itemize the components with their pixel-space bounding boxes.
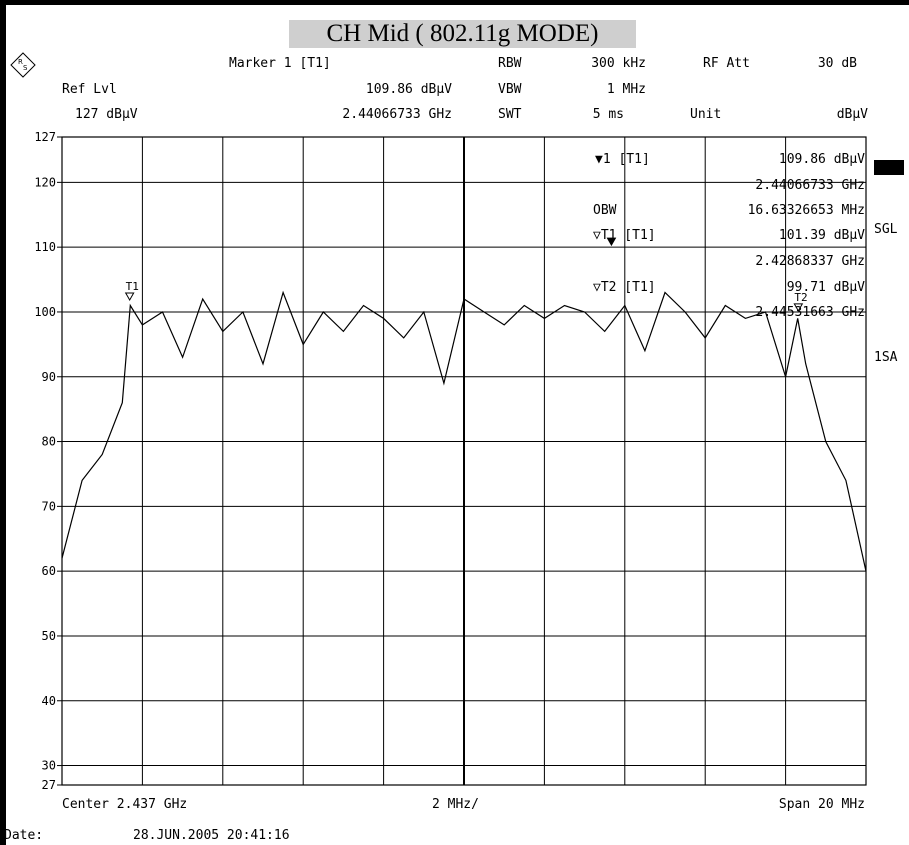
y-tick-label: 100 (34, 305, 56, 319)
m1-readout-level: 109.86 dBµV (778, 152, 865, 167)
t2-readout-freq: 2.44531663 GHz (755, 305, 865, 320)
obw-label: OBW (593, 203, 617, 218)
t1-readout-label: ▽T1 [T1] (593, 228, 656, 243)
ref-lvl-value: 127 dBµV (75, 107, 138, 122)
svg-text:S: S (23, 64, 28, 72)
y-tick-label: 80 (42, 435, 56, 449)
grid (57, 136, 867, 786)
y-tick-label: 50 (42, 629, 56, 643)
left-border (0, 0, 6, 845)
marker-freq: 2.44066733 GHz (342, 107, 452, 122)
ref-lvl-label: Ref Lvl (62, 82, 117, 97)
y-tick-label: 127 (34, 130, 56, 144)
m1-readout-label: ▼1 [T1] (595, 152, 650, 167)
swt-label: SWT (498, 107, 522, 122)
marker-label-T2: T2 (794, 291, 807, 304)
rbw-label: RBW (498, 56, 522, 71)
isa-label: 1SA (874, 350, 898, 365)
obw-value: 16.63326653 MHz (747, 203, 865, 218)
m1-readout-freq: 2.44066733 GHz (755, 178, 865, 193)
date-label: Date: (4, 828, 44, 843)
spectrum-trace (61, 290, 867, 572)
y-tick-labels: 127 120 110 100 90 80 70 60 50 40 30 27 (34, 130, 56, 792)
y-tick-label: 60 (42, 564, 56, 578)
rbw-value: 300 kHz (591, 56, 646, 71)
rohde-schwarz-logo: R S (10, 52, 36, 78)
chart-title: CH Mid ( 802.11g MODE) (289, 20, 636, 48)
span-value: Span 20 MHz (778, 797, 865, 812)
marker-T2 (793, 303, 804, 312)
marker-1 (606, 237, 617, 247)
center-freq: Center 2.437 GHz (62, 797, 188, 812)
status-indicator (874, 160, 904, 175)
div-value: 2 MHz/ (432, 797, 479, 812)
y-tick-label: 40 (42, 694, 56, 708)
marker-label-T1: T1 (126, 280, 139, 293)
y-tick-label: 30 (42, 759, 56, 773)
trace-markers: T1 T2 (124, 237, 808, 312)
unit-label: Unit (690, 107, 722, 122)
y-tick-label: 70 (42, 499, 56, 513)
svg-text:R: R (18, 58, 23, 66)
vbw-value: 1 MHz (606, 82, 646, 97)
date-value: 28.JUN.2005 20:41:16 (133, 828, 290, 843)
marker-label: Marker 1 [T1] (229, 56, 331, 71)
y-tick-label: 110 (34, 240, 56, 254)
t2-readout-level: 99.71 dBµV (786, 280, 865, 295)
t2-readout-label: ▽T2 [T1] (593, 280, 656, 295)
y-tick-label: 120 (34, 175, 56, 189)
marker-level: 109.86 dBµV (365, 82, 452, 97)
swt-value: 5 ms (592, 107, 624, 122)
y-tick-label: 27 (42, 778, 56, 792)
marker-T1 (124, 292, 135, 301)
rf-att-value: 30 dB (817, 56, 857, 71)
rf-att-label: RF Att (703, 56, 750, 71)
unit-value: dBµV (836, 107, 868, 122)
top-border (0, 0, 909, 5)
vbw-label: VBW (498, 82, 522, 97)
t1-readout-freq: 2.42868337 GHz (755, 254, 865, 269)
y-tick-label: 90 (42, 370, 56, 384)
t1-readout-level: 101.39 dBµV (778, 228, 865, 243)
sgl-label: SGL (874, 222, 898, 237)
